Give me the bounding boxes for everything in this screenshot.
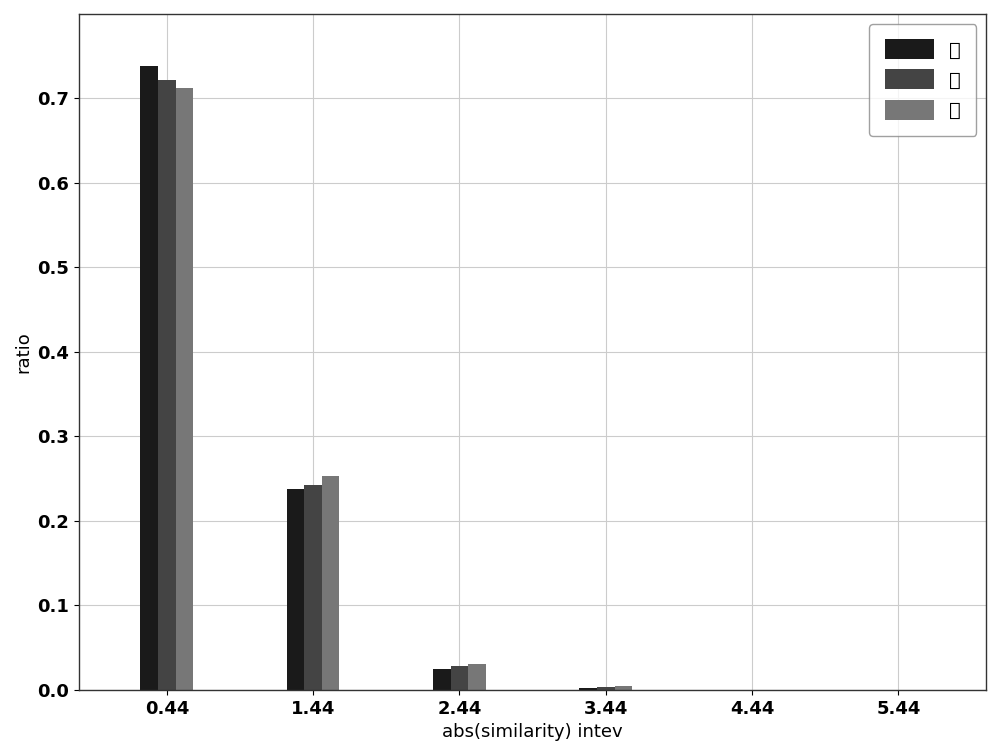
Y-axis label: ratio: ratio [14, 331, 32, 373]
Bar [176, 88, 193, 690]
Bar [158, 80, 176, 690]
X-axis label: abs(similarity) intev: abs(similarity) intev [442, 723, 623, 741]
Legend: 差, 中, 優: 差, 中, 優 [869, 23, 976, 136]
Bar [579, 688, 597, 690]
Bar [597, 687, 615, 690]
Bar [615, 686, 632, 690]
Bar [451, 666, 468, 690]
Bar [140, 66, 158, 690]
Bar [322, 476, 339, 690]
Bar [433, 669, 451, 690]
Bar [468, 664, 486, 690]
Bar [304, 485, 322, 690]
Bar [287, 488, 304, 690]
